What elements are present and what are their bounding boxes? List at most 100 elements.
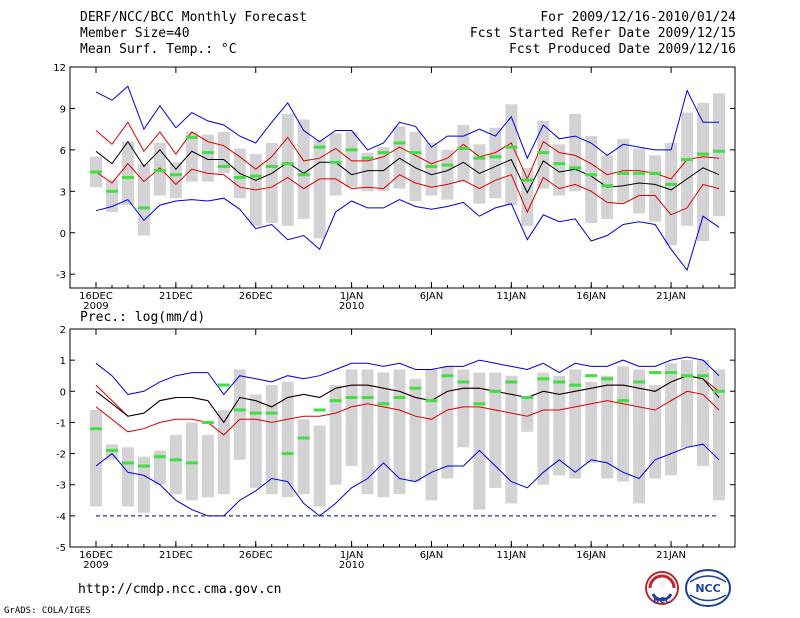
min-line <box>95 197 720 272</box>
median-marker <box>521 178 534 182</box>
y-tick-label: 2 <box>60 325 66 336</box>
median-marker <box>521 396 534 400</box>
spread-box <box>217 409 230 495</box>
median-marker <box>409 386 422 390</box>
x-tick-label: 21JAN <box>656 550 686 561</box>
spread-box <box>265 385 278 495</box>
median-marker <box>441 374 454 378</box>
median-marker <box>617 399 630 403</box>
x-tick-label: 16DEC <box>79 550 113 561</box>
median-marker <box>377 402 390 406</box>
spread-low-line <box>95 390 720 436</box>
median-marker <box>649 371 662 375</box>
median-marker <box>169 458 182 462</box>
spread-box <box>713 369 725 501</box>
median-marker <box>537 377 550 381</box>
x-tick-year-label: 2010 <box>339 560 364 571</box>
spread-box <box>377 372 390 498</box>
spread-box <box>697 360 710 467</box>
spread-box <box>425 369 438 501</box>
spread-box <box>297 419 310 495</box>
median-marker <box>265 164 278 168</box>
median-marker <box>345 148 358 152</box>
spread-box <box>169 434 182 495</box>
median-marker <box>329 160 342 164</box>
spread-box <box>297 119 310 219</box>
median-marker <box>425 164 438 168</box>
spread-box <box>313 425 326 507</box>
median-marker <box>633 171 646 175</box>
spread-box <box>201 134 214 182</box>
median-marker <box>265 411 278 415</box>
spread-box <box>553 144 566 196</box>
precip-title: Prec.: log(mm/d) <box>80 310 205 325</box>
y-tick-label: 12 <box>53 63 66 74</box>
spread-box <box>617 366 630 482</box>
x-tick-label: 26DEC <box>239 550 273 561</box>
x-tick-label: 21DEC <box>159 291 193 302</box>
median-marker <box>201 420 214 424</box>
spread-box <box>585 136 598 224</box>
median-marker <box>489 155 502 159</box>
y-tick-label: 1 <box>60 356 66 367</box>
ncc-logo-text: NCC <box>695 582 720 595</box>
spread-box <box>105 180 118 213</box>
x-tick-label: 6JAN <box>420 291 443 302</box>
median-marker <box>537 151 550 155</box>
footer-url: http://cmdp.ncc.cma.gov.cn <box>78 582 282 597</box>
x-tick-label: 1JAN <box>340 550 363 561</box>
spread-box <box>505 375 518 504</box>
y-tick-label: 6 <box>60 146 66 157</box>
median-marker <box>617 171 630 175</box>
spread-box <box>345 369 358 467</box>
median-marker <box>153 169 166 173</box>
median-marker <box>297 436 310 440</box>
header-produced-date: Fcst Produced Date 2009/12/16 <box>509 42 736 57</box>
median-marker <box>217 164 230 168</box>
x-tick-label: 21DEC <box>159 550 193 561</box>
median-marker <box>441 163 454 167</box>
y-tick-label: 0 <box>60 229 66 240</box>
header-left: DERF/NCC/BCC Monthly Forecast Member Siz… <box>80 10 307 58</box>
spread-low-line <box>95 162 720 216</box>
spread-box <box>121 447 134 507</box>
y-tick-label: -5 <box>56 543 66 554</box>
median-marker <box>105 189 118 193</box>
median-marker <box>297 173 310 177</box>
median-marker <box>409 151 422 155</box>
spread-box <box>713 93 725 217</box>
median-marker <box>313 408 326 412</box>
median-marker <box>313 145 326 149</box>
spread-box <box>633 369 646 504</box>
spread-box <box>185 422 198 501</box>
median-marker <box>90 170 102 174</box>
y-tick-label: -4 <box>56 512 66 523</box>
median-marker <box>249 411 262 415</box>
median-marker <box>457 380 470 384</box>
spread-box <box>473 372 486 510</box>
median-marker <box>505 145 518 149</box>
median-marker <box>601 184 614 188</box>
spread-box <box>393 126 406 189</box>
x-tick-label: 16JAN <box>576 550 606 561</box>
spread-box <box>345 131 358 188</box>
median-marker <box>153 455 166 459</box>
x-tick-label: 6JAN <box>420 550 443 561</box>
x-tick-label: 11JAN <box>496 550 526 561</box>
median-marker <box>585 173 598 177</box>
spread-box <box>505 104 518 206</box>
median-marker <box>425 399 438 403</box>
median-marker <box>713 149 725 153</box>
spread-box <box>201 434 214 498</box>
median-marker <box>185 135 198 139</box>
spread-box <box>553 375 566 476</box>
spread-box <box>697 102 710 242</box>
y-tick-label: 9 <box>60 104 66 115</box>
median-marker <box>473 156 486 160</box>
spread-box <box>665 363 678 476</box>
spread-box <box>393 369 406 495</box>
spread-box <box>281 113 294 226</box>
x-tick-label: 21JAN <box>656 291 686 302</box>
spread-box <box>90 409 102 507</box>
